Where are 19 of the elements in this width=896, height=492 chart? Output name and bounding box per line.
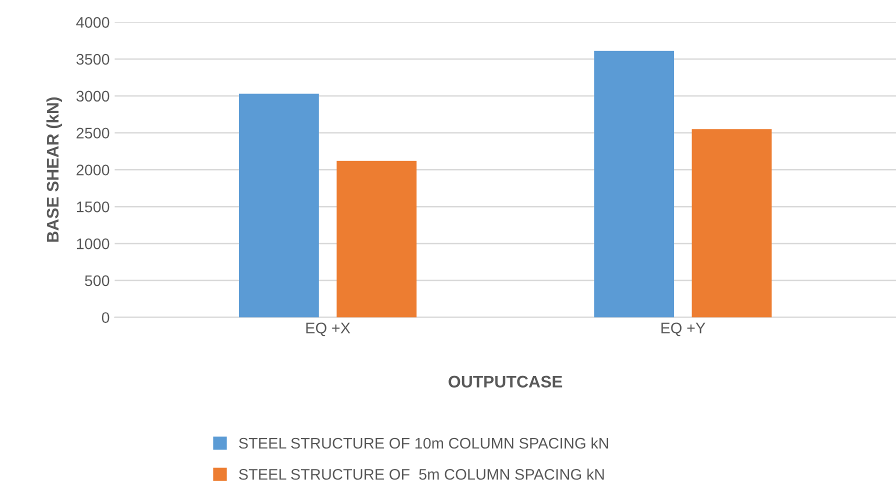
legend-label: STEEL STRUCTURE OF 5m COLUMN SPACING kN (239, 468, 604, 480)
y-tick-label: 500 (84, 275, 110, 286)
y-tick-label: 1500 (77, 202, 110, 212)
x-axis-title: OUTPUTCASE (448, 376, 562, 388)
bar (238, 94, 319, 318)
y-tick-label: 2500 (76, 128, 110, 139)
y-tick-label: 3500 (76, 54, 110, 65)
y-tick-label: 1000 (77, 238, 110, 250)
y-tick-label: 4000 (76, 17, 110, 28)
y-tick-label: 3000 (76, 90, 110, 102)
x-tick-label: EQ +Y (661, 322, 706, 336)
bar (594, 50, 674, 318)
x-tick-label: EQ +X (306, 322, 350, 336)
legend-label: STEEL STRUCTURE OF 10m COLUMN SPACING kN (239, 437, 608, 449)
bar (336, 160, 417, 318)
y-tick-label: 2000 (76, 164, 110, 176)
y-tick-label: 0 (102, 312, 110, 324)
y-axis-title: BASE SHEAR (kN) (46, 97, 62, 242)
bar (692, 129, 772, 318)
